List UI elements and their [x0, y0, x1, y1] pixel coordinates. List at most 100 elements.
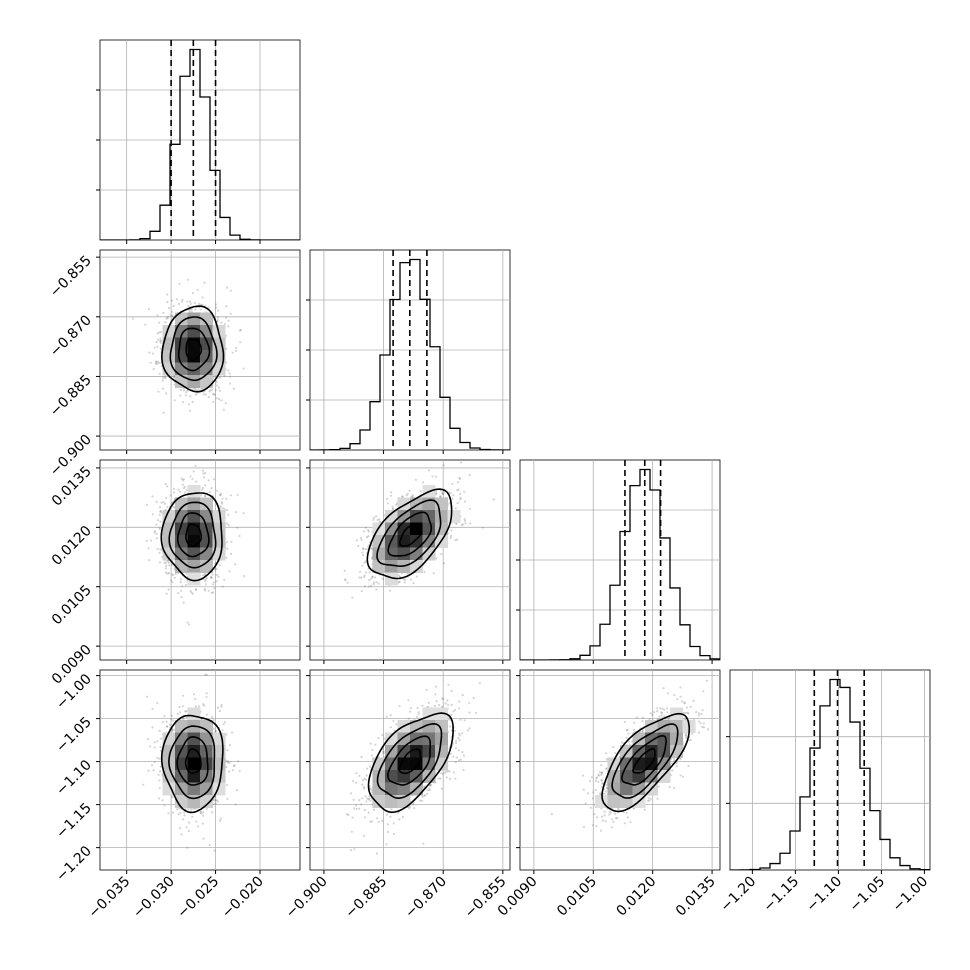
sample-point: [220, 501, 223, 504]
sample-point: [155, 360, 158, 363]
sample-point: [410, 495, 413, 498]
sample-point: [412, 582, 415, 585]
sample-point: [218, 506, 222, 509]
sample-point: [158, 757, 161, 760]
sample-point: [239, 341, 242, 344]
sample-point: [386, 502, 389, 505]
sample-point: [201, 811, 205, 814]
sample-point: [419, 489, 422, 493]
sample-point: [451, 482, 454, 485]
density-cell: [397, 547, 411, 561]
sample-point: [156, 547, 159, 551]
sample-point: [162, 311, 165, 314]
sample-point: [194, 388, 197, 391]
sample-point: [368, 578, 371, 582]
sample-point: [162, 501, 165, 504]
sample-point: [180, 300, 183, 303]
sample-point: [186, 300, 189, 303]
sample-point: [154, 361, 157, 364]
sample-point: [364, 571, 368, 574]
density-cell: [187, 572, 201, 586]
sample-point: [203, 281, 206, 284]
sample-point: [235, 349, 238, 352]
sample-point: [184, 394, 187, 397]
density-cell: [410, 535, 423, 548]
sample-point: [156, 740, 159, 743]
sample-point: [203, 476, 206, 479]
sample-point: [155, 500, 158, 503]
sample-point: [200, 488, 204, 491]
sample-point: [180, 477, 183, 480]
sample-point: [201, 388, 204, 391]
sample-point: [228, 570, 231, 573]
sample-point: [155, 362, 158, 365]
y-tick-label: −0.855: [47, 253, 95, 301]
sample-point: [221, 502, 224, 505]
sample-point: [164, 377, 167, 380]
sample-point: [211, 716, 214, 719]
density-cell: [187, 485, 201, 498]
sample-point: [192, 470, 195, 473]
sample-point: [207, 396, 210, 399]
sample-point: [388, 589, 391, 592]
sample-point: [362, 547, 365, 550]
sample-point: [168, 307, 171, 310]
sample-point: [351, 596, 354, 599]
sample-point: [390, 494, 393, 497]
sample-point: [170, 563, 174, 567]
sample-point: [165, 725, 168, 728]
sample-point: [238, 329, 242, 332]
sample-point: [184, 710, 187, 713]
sample-point: [144, 323, 147, 326]
sample-point: [343, 569, 346, 572]
sample-point: [372, 583, 375, 586]
sample-point: [217, 398, 221, 401]
sample-point: [222, 408, 225, 411]
density-cell: [200, 560, 213, 573]
y-tick-label: −0.870: [47, 312, 95, 360]
density-cell: [187, 547, 201, 561]
sample-point: [226, 508, 229, 512]
sample-point: [228, 375, 232, 378]
sample-point: [158, 526, 161, 529]
sample-point: [442, 491, 445, 494]
sample-point: [197, 388, 200, 391]
sample-point: [170, 502, 173, 505]
sample-point: [194, 464, 197, 468]
sample-point: [213, 587, 216, 590]
sample-point: [234, 510, 237, 514]
sample-point: [147, 308, 150, 311]
sample-point: [182, 694, 185, 697]
sample-point: [196, 288, 199, 292]
sample-point: [205, 577, 208, 580]
sample-point: [371, 575, 374, 578]
sample-point: [220, 704, 223, 707]
sample-point: [371, 575, 374, 579]
sample-point: [223, 721, 226, 724]
sample-point: [178, 282, 181, 285]
density-cell: [385, 510, 398, 523]
sample-point: [165, 720, 168, 723]
sample-point: [167, 588, 170, 591]
sample-point: [211, 393, 214, 396]
density-cell: [187, 312, 201, 326]
sample-point: [227, 524, 230, 527]
sample-point: [442, 464, 445, 467]
sample-point: [191, 400, 194, 403]
sample-point: [179, 394, 182, 397]
sample-point: [181, 298, 184, 302]
sample-point: [180, 589, 183, 592]
sample-point: [363, 561, 366, 564]
sample-point: [158, 528, 161, 531]
sample-point: [435, 492, 438, 495]
sample-point: [155, 537, 158, 540]
sample-point: [442, 492, 445, 496]
sample-point: [168, 564, 171, 567]
sample-point: [203, 589, 207, 592]
sample-point: [204, 579, 207, 582]
sample-point: [449, 492, 452, 495]
sample-point: [214, 568, 217, 571]
sample-point: [452, 494, 455, 497]
sample-point: [169, 314, 172, 317]
sample-point: [156, 519, 160, 522]
